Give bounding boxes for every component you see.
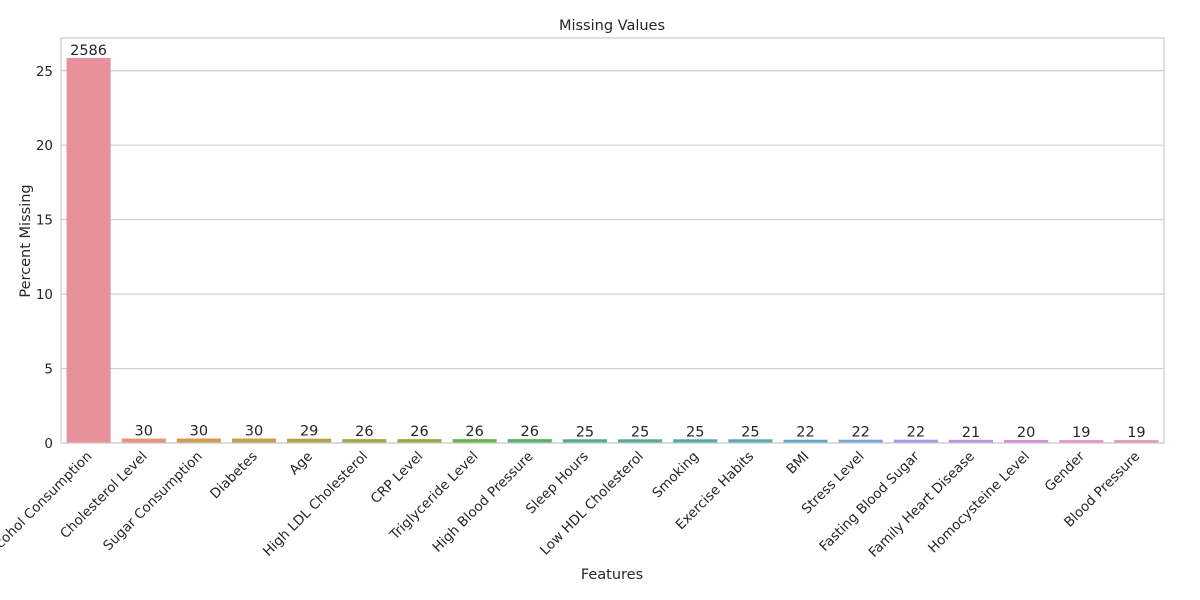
- data-label: 22: [851, 425, 869, 441]
- x-tick-label: Fasting Blood Sugar: [816, 448, 923, 555]
- bar: [66, 57, 111, 443]
- x-tick-label: BMI: [783, 449, 812, 478]
- data-label: 19: [1127, 425, 1145, 441]
- data-label: 19: [1072, 425, 1090, 441]
- bar: [121, 438, 166, 443]
- y-tick-label: 15: [36, 213, 53, 229]
- bar: [1004, 440, 1049, 443]
- data-label: 25: [576, 424, 594, 440]
- bar: [397, 439, 442, 443]
- y-axis-label: Percent Missing: [18, 184, 34, 297]
- data-label: 25: [741, 424, 759, 440]
- data-label: 26: [410, 424, 428, 440]
- data-label: 30: [134, 424, 152, 440]
- y-tick-label: 25: [36, 64, 53, 80]
- x-tick-label: Low HDL Cholesterol: [537, 449, 647, 559]
- data-label: 26: [465, 424, 483, 440]
- bar: [287, 438, 332, 443]
- bar: [231, 438, 277, 443]
- bar: [452, 439, 497, 443]
- x-tick-label: Family Heart Disease: [866, 449, 978, 561]
- data-label: 29: [300, 424, 318, 440]
- bar: [1114, 440, 1159, 443]
- bar: [1059, 440, 1104, 443]
- y-tick-label: 0: [44, 436, 53, 452]
- chart-title: Missing Values: [559, 18, 665, 34]
- x-tick-label: Homocysteine Level: [925, 449, 1033, 557]
- bar: [783, 439, 828, 443]
- grid-lines: [61, 70, 1164, 444]
- x-tick-label: CRP Level: [368, 449, 427, 508]
- y-tick-label: 20: [36, 138, 53, 154]
- data-label: 25: [631, 424, 649, 440]
- x-tick-label: High LDL Cholesterol: [260, 449, 371, 560]
- x-axis-label: Features: [581, 567, 643, 583]
- data-label: 2586: [70, 43, 107, 59]
- x-tick-label: Age: [286, 449, 316, 479]
- bar: [948, 439, 994, 443]
- y-tick-label: 10: [36, 287, 53, 303]
- bar: [673, 439, 718, 443]
- bar: [507, 439, 552, 443]
- data-label: 30: [190, 424, 208, 440]
- bar: [176, 438, 221, 443]
- data-label: 25: [686, 424, 704, 440]
- data-label: 21: [962, 425, 980, 441]
- x-tick-label: Diabetes: [207, 449, 261, 503]
- bar: [562, 439, 607, 443]
- bars: [66, 57, 1159, 443]
- bar: [838, 439, 883, 443]
- data-label: 26: [521, 424, 539, 440]
- x-tick-label: Alcohol Consumption: [0, 449, 95, 561]
- data-label: 22: [907, 425, 925, 441]
- x-tick-label: High Blood Pressure: [430, 449, 537, 556]
- data-label: 30: [245, 424, 263, 440]
- y-tick-label: 5: [44, 362, 53, 378]
- bar: [893, 439, 938, 443]
- x-tick-label: Smoking: [649, 449, 702, 502]
- y-axis-ticks: 0 5 10 15 20 25: [36, 64, 53, 452]
- x-tick-label: Gender: [1042, 448, 1089, 495]
- bar-labels: 2586 30 30 30 29 26 26 26 26 25 25 25 25 22 22 22 21 20 19…: [70, 43, 1146, 441]
- bar: [342, 439, 387, 443]
- data-label: 22: [796, 425, 814, 441]
- bar: [618, 439, 663, 443]
- data-label: 20: [1017, 425, 1035, 441]
- bar: [728, 439, 773, 443]
- data-label: 26: [355, 424, 373, 440]
- x-tick-label: Sugar Consumption: [100, 449, 206, 555]
- plot-frame: [60, 37, 1165, 444]
